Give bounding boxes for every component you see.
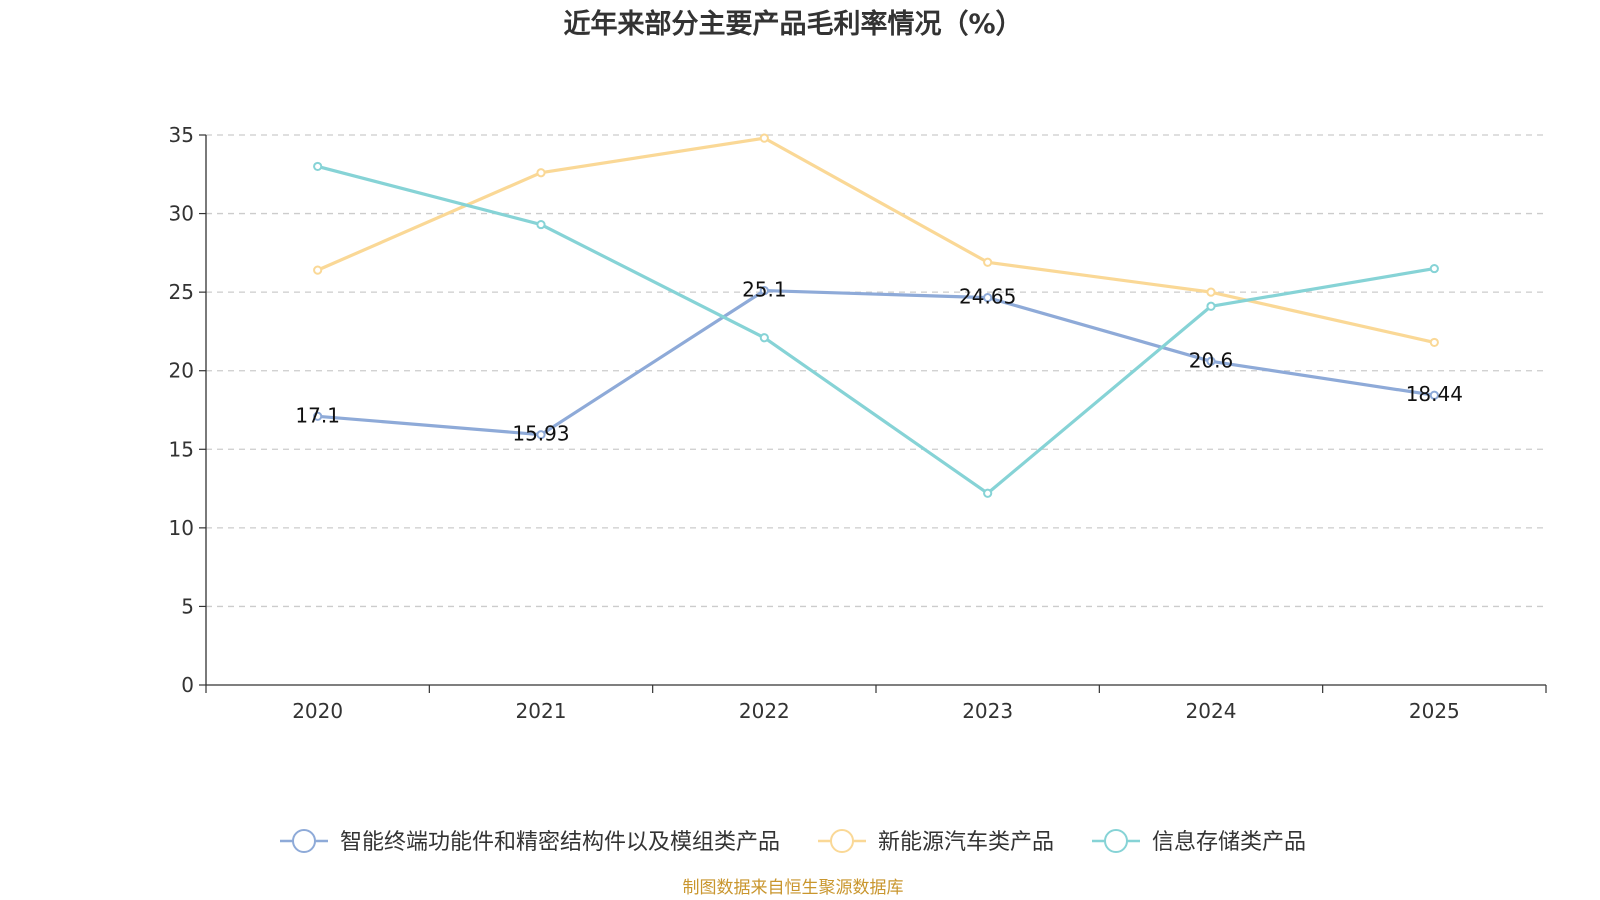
legend-item-3[interactable]: 信息存储类产品 bbox=[1092, 829, 1306, 855]
legend-label: 新能源汽车类产品 bbox=[878, 830, 1054, 855]
data-point-3[interactable] bbox=[759, 333, 769, 343]
legend-marker bbox=[1104, 829, 1128, 853]
x-tick-label: 2025 bbox=[1409, 699, 1460, 723]
data-point-2[interactable] bbox=[1429, 337, 1439, 348]
legend-item-1[interactable]: 智能终端功能件和精密结构件以及模组类产品 bbox=[280, 829, 780, 855]
data-label: 15.93 bbox=[512, 422, 569, 446]
y-tick-label: 5 bbox=[181, 594, 194, 618]
x-tick-label: 2023 bbox=[962, 699, 1013, 723]
data-label: 25.1 bbox=[742, 278, 787, 302]
legend[interactable]: 智能终端功能件和精密结构件以及模组类产品 新能源汽车类产品 信息存储类产品 bbox=[280, 829, 1306, 855]
chart-title: 近年来部分主要产品毛利率情况（%） bbox=[563, 8, 1022, 40]
y-tick-label: 15 bbox=[169, 437, 194, 461]
data-point-3[interactable] bbox=[1206, 301, 1216, 311]
data-label: 18.44 bbox=[1406, 382, 1463, 406]
data-point-3[interactable] bbox=[1429, 263, 1439, 274]
data-point-3[interactable] bbox=[536, 219, 546, 230]
legend-marker bbox=[830, 829, 854, 853]
x-tick-label: 2022 bbox=[739, 699, 790, 723]
data-point-2[interactable] bbox=[759, 133, 769, 143]
source-note: 制图数据来自恒生聚源数据库 bbox=[683, 878, 904, 898]
y-tick-label: 10 bbox=[169, 516, 194, 540]
data-point-2[interactable] bbox=[983, 257, 993, 267]
y-tick-label: 35 bbox=[169, 123, 194, 147]
data-point-2[interactable] bbox=[1206, 287, 1216, 297]
data-label: 20.6 bbox=[1189, 348, 1234, 372]
y-tick-label: 20 bbox=[169, 359, 194, 383]
series-line-3 bbox=[317, 164, 1435, 495]
data-point-3[interactable] bbox=[983, 488, 993, 498]
x-tick-label: 2020 bbox=[292, 699, 343, 723]
data-point-1[interactable] bbox=[1206, 356, 1216, 366]
data-label: 17.1 bbox=[295, 403, 340, 427]
legend-label: 智能终端功能件和精密结构件以及模组类产品 bbox=[340, 830, 780, 855]
legend-item-2[interactable]: 新能源汽车类产品 bbox=[818, 829, 1054, 855]
data-point-2[interactable] bbox=[536, 168, 546, 178]
series-line-1 bbox=[317, 288, 1435, 437]
y-tick-label: 0 bbox=[181, 673, 194, 697]
legend-label: 信息存储类产品 bbox=[1152, 830, 1306, 855]
series-group bbox=[313, 133, 1439, 498]
y-tick-label: 30 bbox=[169, 202, 194, 226]
y-tick-label: 25 bbox=[169, 280, 194, 304]
data-point-1[interactable] bbox=[759, 285, 769, 296]
x-tick-label: 2021 bbox=[516, 699, 567, 723]
data-point-2[interactable] bbox=[313, 265, 323, 275]
data-point-1[interactable] bbox=[313, 411, 323, 421]
data-label: 24.65 bbox=[959, 285, 1016, 309]
gridlines bbox=[206, 134, 1546, 608]
data-point-1[interactable] bbox=[1429, 390, 1439, 400]
legend-marker bbox=[292, 829, 316, 853]
data-point-3[interactable] bbox=[313, 161, 323, 172]
data-point-1[interactable] bbox=[983, 293, 993, 303]
series-line-2 bbox=[317, 136, 1435, 344]
data-labels: 17.1 15.93 25.1 24.65 20.6 18.44 bbox=[295, 278, 1463, 446]
data-point-1[interactable] bbox=[536, 430, 546, 440]
x-tick-label: 2024 bbox=[1186, 699, 1237, 723]
